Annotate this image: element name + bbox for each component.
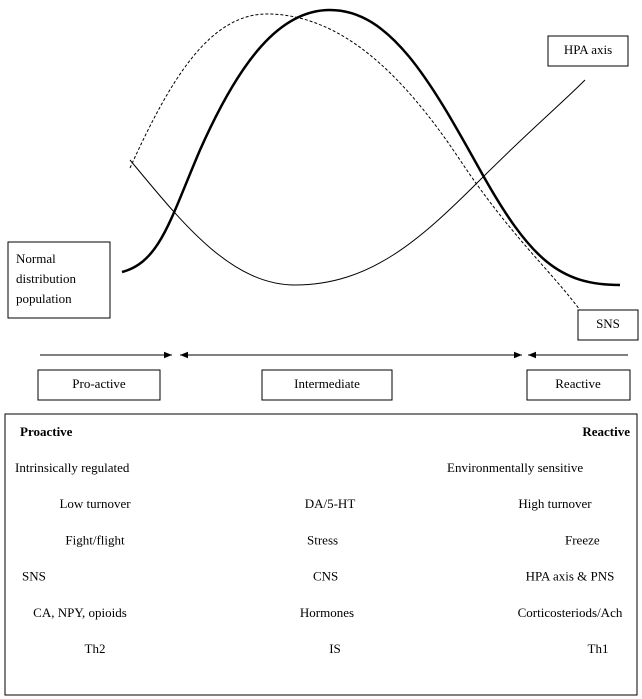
table-cell: Environmentally sensitive [447,460,583,475]
table-cell: Hormones [300,605,354,620]
table-cell: CNS [313,569,338,584]
table-cell: Freeze [565,532,600,547]
pro-active-label: Pro-active [72,376,126,391]
normal-label: distribution [16,271,76,286]
thick-curve [121,8,621,287]
table-cell: DA/5-HT [305,496,356,511]
normal-box [7,241,111,319]
normal-label: population [16,291,72,306]
table-cell: HPA axis & PNS [526,569,615,584]
table-cell: Th1 [588,641,609,656]
intermediate-label: Intermediate [294,376,360,391]
table-box [4,413,638,696]
table-cell: Fight/flight [65,532,125,547]
dashed-curve [129,13,581,311]
normal-label: Normal [16,251,56,266]
header-left: Proactive [20,424,73,439]
intermediate-box [261,369,393,401]
reactive-box [526,369,631,401]
table-cell: SNS [22,569,46,584]
header-right: Reactive [582,424,630,439]
sns-box [577,309,639,341]
thin-curve [129,79,586,286]
table-cell: Stress [307,532,338,547]
table-cell: Th2 [85,641,106,656]
table-cell: High turnover [518,496,592,511]
table-cell: Corticosteriods/Ach [518,605,623,620]
hpa-box [547,35,629,67]
reactive-label: Reactive [555,376,601,391]
pro-active-box [37,369,161,401]
sns-label: SNS [596,316,620,331]
table-cell: Low turnover [59,496,131,511]
hpa-label: HPA axis [564,42,612,57]
table-cell: Intrinsically regulated [15,460,130,475]
table-cell: CA, NPY, opioids [33,605,127,620]
table-cell: IS [329,641,341,656]
